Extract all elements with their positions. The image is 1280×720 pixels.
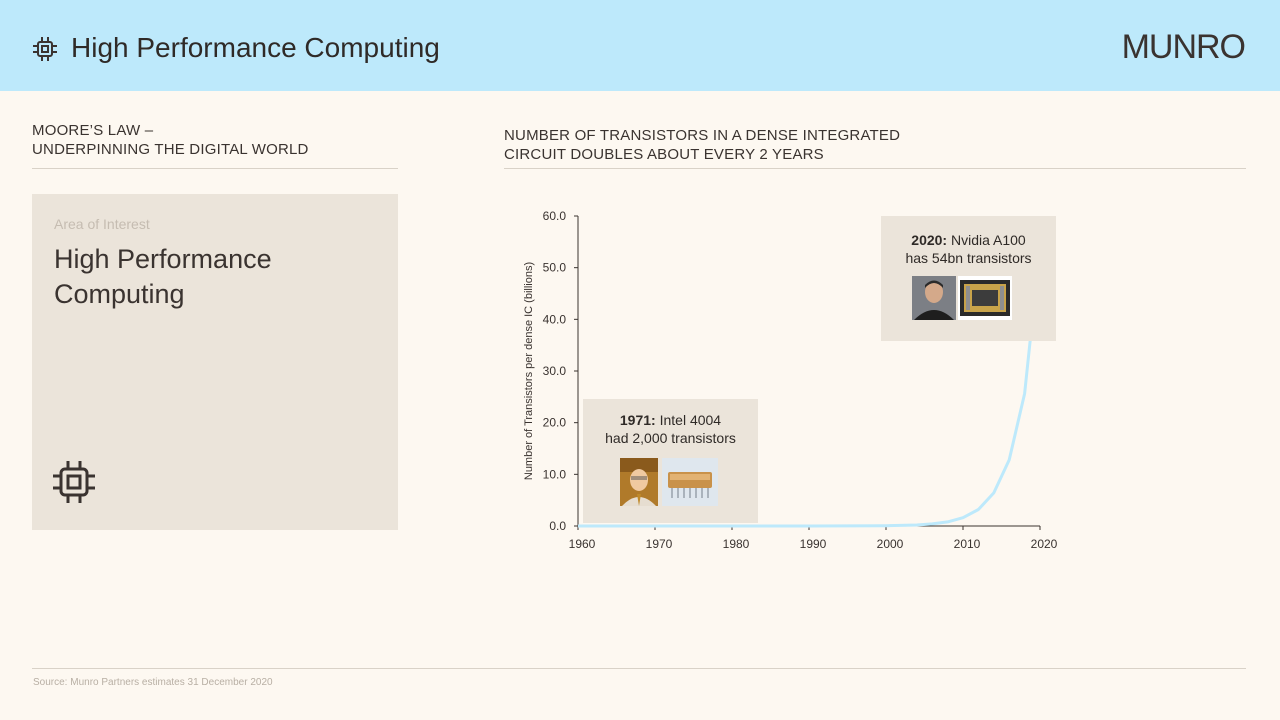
intel-4004-chip-photo (662, 458, 718, 506)
section-heading-right: NUMBER OF TRANSISTORS IN A DENSE INTEGRA… (504, 126, 900, 164)
header-bar: High Performance Computing MUNRO (0, 0, 1280, 91)
annotation-1971: 1971: Intel 4004 had 2,000 transistors (583, 399, 758, 523)
x-tick-label: 1960 (569, 537, 596, 551)
heading-line: UNDERPINNING THE DIGITAL WORLD (32, 141, 309, 158)
transistor-chart: 0.0 10.0 20.0 30.0 40.0 50.0 60.0 1960 1970 1980 1… (523, 209, 1058, 551)
annotation-2020: 2020: Nvidia A100 has 54bn transistors (881, 216, 1056, 341)
x-tick-label: 1990 (800, 537, 827, 551)
person-photo (620, 458, 658, 506)
series-line (578, 246, 1042, 528)
card-subtitle: Area of Interest (54, 216, 150, 232)
y-tick-label: 40.0 (543, 312, 567, 326)
y-tick-label: 10.0 (543, 467, 567, 481)
y-axis-label: Number of Transistors per dense IC (bill… (523, 262, 535, 480)
chip-icon (53, 461, 95, 503)
footer-divider (32, 668, 1246, 669)
annotation-year: 1971: (619, 412, 656, 428)
divider (504, 168, 1246, 169)
nvidia-a100-chip-photo (958, 276, 1012, 320)
person-photo (912, 276, 956, 320)
annotation-year: 2020: (911, 232, 948, 248)
heading-line: NUMBER OF TRANSISTORS IN A DENSE INTEGRA… (504, 127, 901, 144)
y-tick-label: 0.0 (549, 519, 566, 533)
x-tick-label: 1970 (646, 537, 673, 551)
area-of-interest-card: Area of Interest High Performance Comput… (32, 194, 398, 530)
annotation-line: had 2,000 transistors (605, 430, 736, 446)
annotation-line: 1971: Intel 4004 (583, 411, 758, 429)
x-tick-label: 1980 (723, 537, 750, 551)
x-tick-label: 2020 (1031, 537, 1058, 551)
source-note: Source: Munro Partners estimates 31 Dece… (33, 677, 273, 688)
divider (32, 168, 398, 169)
annotation-line: has 54bn transistors (905, 250, 1032, 266)
y-tick-label: 30.0 (543, 364, 567, 378)
page-title: High Performance Computing (71, 32, 440, 63)
heading-line: MOORE’S LAW – (32, 122, 154, 139)
y-tick-label: 60.0 (543, 209, 567, 223)
card-title-line: High Performance (54, 244, 272, 274)
x-tick-label: 2010 (954, 537, 981, 551)
y-tick-label: 50.0 (543, 261, 567, 275)
card-title-line: Computing (54, 279, 185, 309)
section-heading-left: MOORE’S LAW – UNDERPINNING THE DIGITAL W… (32, 121, 309, 159)
chip-icon (33, 37, 57, 61)
y-tick-label: 20.0 (543, 416, 567, 430)
munro-logo: MUNRO (1121, 28, 1246, 66)
annotation-line: 2020: Nvidia A100 (881, 231, 1056, 249)
annotation-text: Intel 4004 (655, 412, 722, 428)
x-tick-label: 2000 (877, 537, 904, 551)
heading-line: CIRCUIT DOUBLES ABOUT EVERY 2 YEARS (504, 146, 824, 163)
annotation-text: Nvidia A100 (947, 232, 1026, 248)
card-title: High Performance Computing (54, 242, 272, 312)
